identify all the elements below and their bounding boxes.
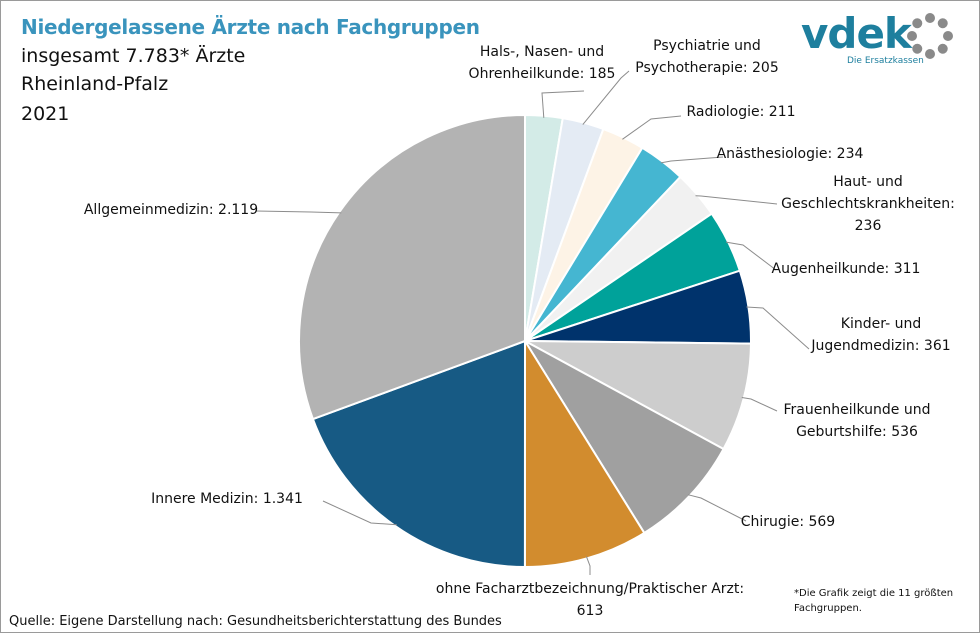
- slice-label: Allgemeinmedizin: 2.119: [84, 202, 258, 218]
- leader-line: [725, 241, 777, 271]
- logo-dot: [912, 43, 923, 54]
- leader-line: [695, 195, 778, 205]
- pie-slice: [298, 113, 526, 421]
- pie-slice: [522, 338, 725, 535]
- leader-line: [741, 397, 778, 412]
- leader-line: [746, 306, 810, 350]
- logo-wordmark: vdek: [801, 9, 912, 58]
- leader-line: [622, 115, 682, 140]
- slice-label: Innere Medizin: 1.341: [151, 491, 303, 507]
- chart-title: Niedergelassene Ärzte nach Fachgruppen: [21, 15, 480, 39]
- logo-tagline: Die Ersatzkassen: [847, 56, 924, 66]
- leader-lines: [255, 70, 810, 575]
- logo-dot: [943, 31, 953, 41]
- slice-label: Kinder- und Jugendmedizin: 361: [810, 316, 950, 354]
- slice-label: Augenheilkunde: 311: [772, 261, 921, 277]
- logo-dot: [912, 18, 923, 29]
- chart-subtitle-year: 2021: [21, 103, 70, 125]
- slice-label: Chirugie: 569: [741, 514, 835, 530]
- logo-dot: [907, 31, 917, 41]
- chart-subtitle-total: insgesamt 7.783* Ärzte: [21, 45, 246, 67]
- footnote: *Die Grafik zeigt die 11 größten Fachgru…: [794, 586, 953, 616]
- slice-label: ohne Facharztbezeichnung/Praktischer Arz…: [436, 581, 744, 619]
- slice-label: Radiologie: 211: [686, 104, 795, 120]
- logo-dot: [925, 13, 935, 23]
- vdek-logo: vdek Die Ersatzkassen: [799, 9, 964, 71]
- logo-dot: [937, 43, 948, 54]
- slice-label: Frauenheilkunde und Geburtshilfe: 536: [784, 402, 931, 440]
- slice-label: Anästhesiologie: 234: [717, 146, 864, 162]
- leader-line: [687, 494, 747, 522]
- leader-line: [582, 70, 630, 125]
- slice-label: Psychiatrie und Psychotherapie: 205: [635, 38, 779, 76]
- source-note: Quelle: Eigene Darstellung nach: Gesundh…: [9, 614, 502, 629]
- footnote-line-2: Fachgruppen.: [794, 603, 862, 614]
- leader-line: [322, 500, 397, 526]
- slice-label: Haut- und Geschlechtskrankheiten: 236: [781, 174, 955, 234]
- logo-dot: [937, 18, 948, 29]
- slice-label: Hals-, Nasen- und Ohrenheilkunde: 185: [469, 44, 616, 82]
- leader-line: [255, 210, 342, 214]
- footnote-line-1: *Die Grafik zeigt die 11 größten: [794, 588, 954, 599]
- leader-line: [585, 556, 591, 575]
- leader-line: [541, 90, 585, 118]
- logo-dot: [925, 49, 935, 59]
- logo-dots-icon: [907, 13, 953, 59]
- chart-subtitle-region: Rheinland-Pfalz: [21, 73, 169, 95]
- pie-slice: [311, 339, 527, 569]
- leader-line: [660, 156, 724, 164]
